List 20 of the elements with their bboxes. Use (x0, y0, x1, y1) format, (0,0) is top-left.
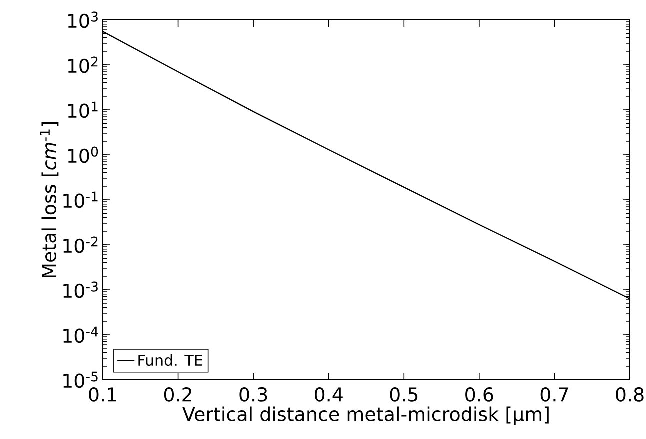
y-tick-label: 10$^{-1}$ (64, 192, 98, 208)
y-tick-label: 10$^{0}$ (68, 146, 98, 164)
x-tick-label: 0.2 (164, 388, 192, 402)
legend-label: Fund. TE (138, 354, 202, 366)
x-axis-title: Vertical distance metal-microdisk [μm] (182, 406, 549, 426)
x-tick-label: 0.4 (315, 388, 343, 402)
x-tick-label: 0.7 (540, 388, 568, 402)
y-tick-label: 10$^{1}$ (68, 102, 98, 118)
y-tick-label: 10$^{-4}$ (64, 326, 98, 344)
y-tick-label: 10$^{3}$ (68, 12, 98, 28)
x-tick-label: 0.8 (616, 388, 644, 402)
y-axis-title: Metal loss [cm$^{-1}$] (40, 122, 59, 278)
y-tick-label: 10$^{2}$ (68, 56, 98, 74)
x-tick-label: 0.1 (89, 388, 116, 402)
y-tick-label: 10$^{-5}$ (64, 372, 98, 388)
y-tick-label: 10$^{-2}$ (64, 236, 98, 254)
x-tick-label: 0.5 (390, 388, 418, 402)
x-tick-label: 0.6 (466, 388, 494, 402)
y-tick-label: 10$^{-3}$ (64, 282, 98, 298)
x-tick-label: 0.3 (240, 388, 268, 402)
